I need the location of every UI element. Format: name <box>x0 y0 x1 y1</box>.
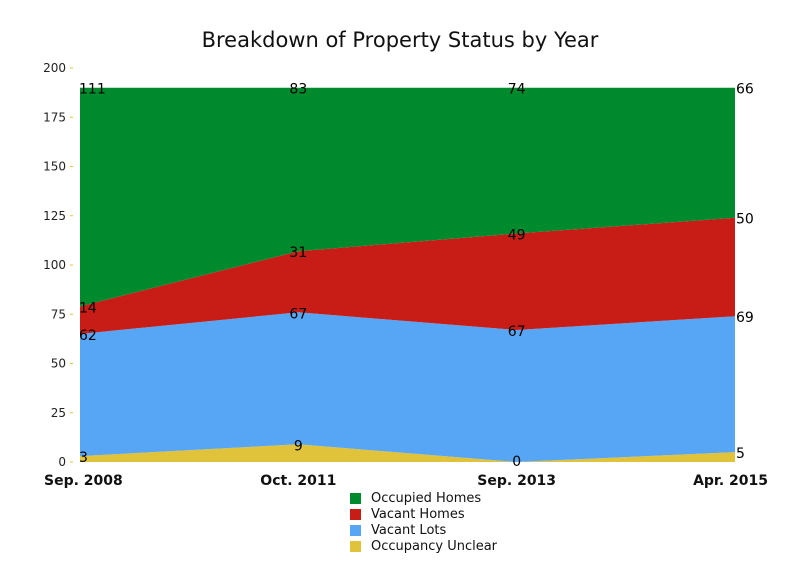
data-label-vacant-lots: 67 <box>289 306 307 322</box>
data-label-occupied-homes: 74 <box>508 82 526 98</box>
data-label-vacant-homes: 49 <box>508 227 526 243</box>
y-tick-label: 125 <box>43 209 66 223</box>
y-tick-label: 200 <box>43 61 66 75</box>
area-vacant-lots <box>80 312 735 462</box>
data-label-occupancy-unclear: 0 <box>512 454 521 470</box>
area-vacant-homes <box>80 217 735 334</box>
legend-label: Vacant Homes <box>371 506 465 522</box>
legend-item-occupancy-unclear: Occupancy Unclear <box>350 538 497 554</box>
area-occupied-homes <box>80 87 735 307</box>
chart-legend: Occupied Homes Vacant Homes Vacant Lots Occ… <box>350 490 497 554</box>
legend-label: Vacant Lots <box>371 522 447 538</box>
data-label-vacant-homes: 31 <box>289 245 307 261</box>
legend-swatch <box>350 508 361 520</box>
data-label-occupancy-unclear: 3 <box>79 450 88 466</box>
data-label-vacant-lots: 62 <box>79 328 97 344</box>
legend-swatch <box>350 524 361 536</box>
data-label-vacant-lots: 69 <box>736 310 754 326</box>
legend-swatch <box>350 492 361 504</box>
data-label-occupied-homes: 111 <box>79 82 106 98</box>
y-tick-label: 100 <box>43 258 66 272</box>
y-tick-label: 50 <box>51 357 66 371</box>
area-occupancy-unclear <box>80 444 735 462</box>
legend-swatch <box>350 540 361 552</box>
chart-title: Breakdown of Property Status by Year <box>201 28 599 52</box>
legend-item-vacant-homes: Vacant Homes <box>350 506 497 522</box>
data-label-occupancy-unclear: 9 <box>294 438 303 454</box>
data-label-occupied-homes: 66 <box>736 82 754 98</box>
data-label-vacant-homes: 14 <box>79 300 97 316</box>
y-tick-label: 0 <box>58 455 66 469</box>
x-tick-label: Sep. 2013 <box>477 473 556 489</box>
legend-item-occupied-homes: Occupied Homes <box>350 490 497 506</box>
x-tick-label: Sep. 2008 <box>44 473 123 489</box>
data-label-vacant-lots: 67 <box>508 324 526 340</box>
data-label-occupancy-unclear: 5 <box>736 446 745 462</box>
x-tick-label: Oct. 2011 <box>260 473 336 489</box>
data-label-occupied-homes: 83 <box>289 82 307 98</box>
y-tick-label: 75 <box>51 307 66 321</box>
y-tick-label: 25 <box>51 406 66 420</box>
legend-item-vacant-lots: Vacant Lots <box>350 522 497 538</box>
y-tick-label: 150 <box>43 160 66 174</box>
legend-label: Occupied Homes <box>371 490 482 506</box>
legend-label: Occupancy Unclear <box>371 538 498 554</box>
x-tick-label: Apr. 2015 <box>693 473 768 489</box>
data-label-vacant-homes: 50 <box>736 212 754 228</box>
y-tick-label: 175 <box>43 110 66 124</box>
